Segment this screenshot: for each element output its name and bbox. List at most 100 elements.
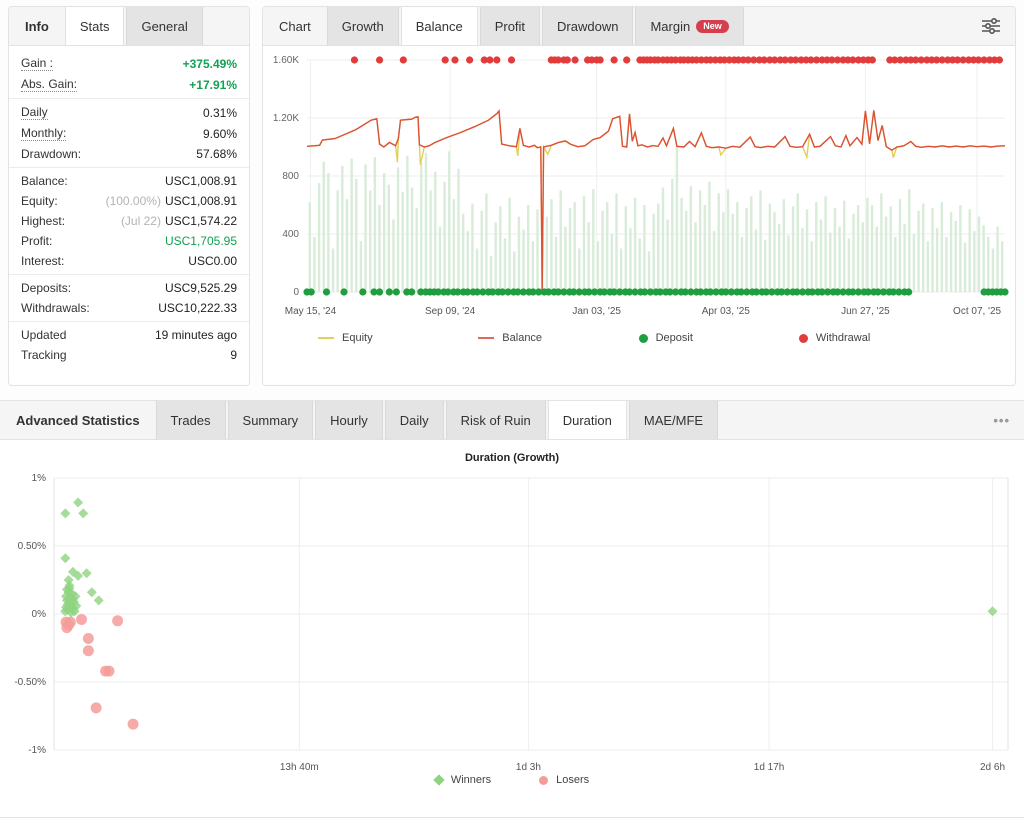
stat-row: Deposits: USC9,525.29 — [9, 278, 249, 298]
stats-tab-hourly[interactable]: Hourly — [315, 401, 383, 439]
balance-chart-legend: Equity Balance Deposit Withdrawal — [263, 324, 1015, 344]
stats-tab-risk-of-ruin[interactable]: Risk of Ruin — [445, 401, 546, 439]
filter-sliders-icon[interactable] — [981, 7, 1001, 45]
stats-tab-summary[interactable]: Summary — [227, 401, 314, 439]
stat-label: Withdrawals: — [21, 301, 90, 315]
legend-label: Balance — [502, 332, 543, 344]
stat-label: Interest: — [21, 254, 65, 268]
info-panel: Info Stats General Gain : +375.49% Abs. Gai… — [8, 6, 250, 386]
svg-text:2d 6h: 2d 6h — [980, 762, 1005, 772]
stat-row: Interest: USC0.00 — [9, 251, 249, 271]
stat-row: Gain : +375.49% — [9, 53, 249, 74]
svg-text:1.20K: 1.20K — [273, 113, 299, 124]
legend-label: Equity — [342, 332, 373, 344]
legend-label: Deposit — [655, 332, 693, 344]
stat-label: Deposits: — [21, 281, 72, 295]
stats-tab-duration[interactable]: Duration — [547, 401, 627, 439]
stat-value: 9.60% — [202, 126, 237, 141]
info-tab-general[interactable]: General — [126, 7, 203, 45]
svg-text:13h 40m: 13h 40m — [280, 762, 319, 772]
stat-label: Updated — [21, 328, 67, 342]
svg-text:0%: 0% — [32, 609, 47, 620]
chart-tab-growth[interactable]: Growth — [326, 7, 399, 45]
stat-value: +375.49% — [182, 56, 237, 71]
equity-swatch-icon — [318, 337, 334, 339]
svg-text:-0.50%: -0.50% — [14, 677, 46, 688]
stat-value: USC0.00 — [188, 254, 237, 268]
stat-value: 57.68% — [196, 147, 237, 161]
stats-tab-mae-mfe[interactable]: MAE/MFE — [628, 401, 719, 439]
chart-tabs: Growth Balance Profit Drawdown Margin New — [326, 7, 746, 45]
svg-text:Apr 03, '25: Apr 03, '25 — [702, 306, 750, 317]
more-options-icon[interactable]: ••• — [993, 412, 1010, 428]
legend-item-losers: Losers — [539, 774, 589, 786]
stat-row: Updated 19 minutes ago — [9, 325, 249, 345]
chart-tab-profit[interactable]: Profit — [479, 7, 541, 45]
chart-panel-header: Chart Growth Balance Profit Drawdown Margin N… — [263, 7, 1015, 46]
svg-text:Jun 27, '25: Jun 27, '25 — [841, 306, 890, 317]
svg-text:800: 800 — [282, 171, 299, 182]
legend-label: Withdrawal — [815, 332, 871, 344]
stat-value: +17.91% — [189, 77, 237, 92]
account-stats-list: Gain : +375.49% Abs. Gain: +17.91% Daily 0.31… — [9, 46, 249, 368]
svg-text:0: 0 — [293, 287, 299, 298]
stat-label: Highest: — [21, 214, 66, 228]
chart-tab-drawdown[interactable]: Drawdown — [542, 7, 634, 45]
stat-label[interactable]: Daily — [21, 105, 48, 120]
stat-row: Daily 0.31% — [9, 102, 249, 123]
stat-value: 19 minutes ago — [154, 328, 237, 342]
stat-row: Balance: USC1,008.91 — [9, 171, 249, 191]
balance-equity-chart[interactable]: 1.60K 1.20K 800 400 0 May 15, '24 Sep 09, '24 J… — [263, 46, 1013, 324]
chart-tab-balance[interactable]: Balance — [400, 7, 478, 45]
stat-label[interactable]: Gain : — [21, 56, 54, 71]
legend-item-deposit: Deposit — [638, 332, 799, 344]
chart-panel: Chart Growth Balance Profit Drawdown Margin N… — [262, 6, 1016, 386]
stat-row: Equity: (100.00%) USC1,008.91 — [9, 191, 249, 211]
statistics-tabs: Trades Summary Hourly Daily Risk of Ruin Dura… — [155, 401, 721, 439]
advanced-statistics-title: Advanced Statistics — [16, 412, 140, 428]
duration-growth-scatter[interactable]: 1% 0.50% 0% -0.50% -1% 13h 40m 1d 3h 1d 17h 2d 6… — [0, 466, 1022, 772]
chart-panel-title: Chart — [279, 18, 311, 34]
chart-tab-margin[interactable]: Margin New — [635, 7, 744, 45]
svg-text:400: 400 — [282, 229, 299, 240]
info-panel-title: Info — [25, 18, 49, 34]
legend-item-withdrawal: Withdrawal — [798, 332, 959, 344]
stat-row: Monthly: 9.60% — [9, 123, 249, 144]
svg-text:May 15, '24: May 15, '24 — [285, 306, 337, 317]
advanced-statistics-header: Advanced Statistics Trades Summary Hourly D… — [0, 401, 1024, 440]
svg-text:Jan 03, '25: Jan 03, '25 — [572, 306, 621, 317]
scatter-chart-title: Duration (Growth) — [464, 452, 560, 464]
stat-label[interactable]: Abs. Gain: — [21, 77, 78, 92]
stat-label: Profit: — [21, 234, 53, 248]
info-tab-stats[interactable]: Stats — [64, 7, 125, 45]
stat-value: (Jul 22) USC1,574.22 — [120, 214, 237, 228]
stat-value: USC9,525.29 — [164, 281, 237, 295]
info-panel-header: Info Stats General — [9, 7, 249, 46]
stat-row: Abs. Gain: +17.91% — [9, 74, 249, 95]
legend-item-equity: Equity — [318, 332, 478, 344]
svg-text:Sep 09, '24: Sep 09, '24 — [425, 306, 476, 317]
legend-label: Losers — [556, 774, 590, 786]
stat-label: Equity: — [21, 194, 58, 208]
scatter-legend: Winners Losers — [0, 772, 1024, 786]
advanced-statistics-panel: Advanced Statistics Trades Summary Hourly D… — [0, 400, 1024, 818]
stat-value: 9 — [230, 348, 237, 362]
stat-row: Withdrawals: USC10,222.33 — [9, 298, 249, 318]
stats-tab-trades[interactable]: Trades — [155, 401, 226, 439]
legend-item-winners: Winners — [433, 774, 492, 786]
stat-row: Tracking 9 — [9, 345, 249, 365]
stat-value: 0.31% — [202, 105, 237, 120]
new-badge: New — [696, 19, 729, 33]
info-tabs: Stats General — [64, 7, 205, 45]
svg-text:1%: 1% — [32, 473, 47, 484]
stat-label: Drawdown: — [21, 147, 82, 161]
stat-value: USC1,705.95 — [164, 234, 237, 248]
svg-text:1.60K: 1.60K — [273, 55, 299, 66]
stat-label[interactable]: Monthly: — [21, 126, 67, 141]
stat-value: USC10,222.33 — [158, 301, 237, 315]
stat-value: (100.00%) USC1,008.91 — [105, 194, 237, 208]
svg-text:1d 17h: 1d 17h — [754, 762, 785, 772]
stats-tab-daily[interactable]: Daily — [384, 401, 444, 439]
legend-label: Winners — [450, 774, 492, 786]
